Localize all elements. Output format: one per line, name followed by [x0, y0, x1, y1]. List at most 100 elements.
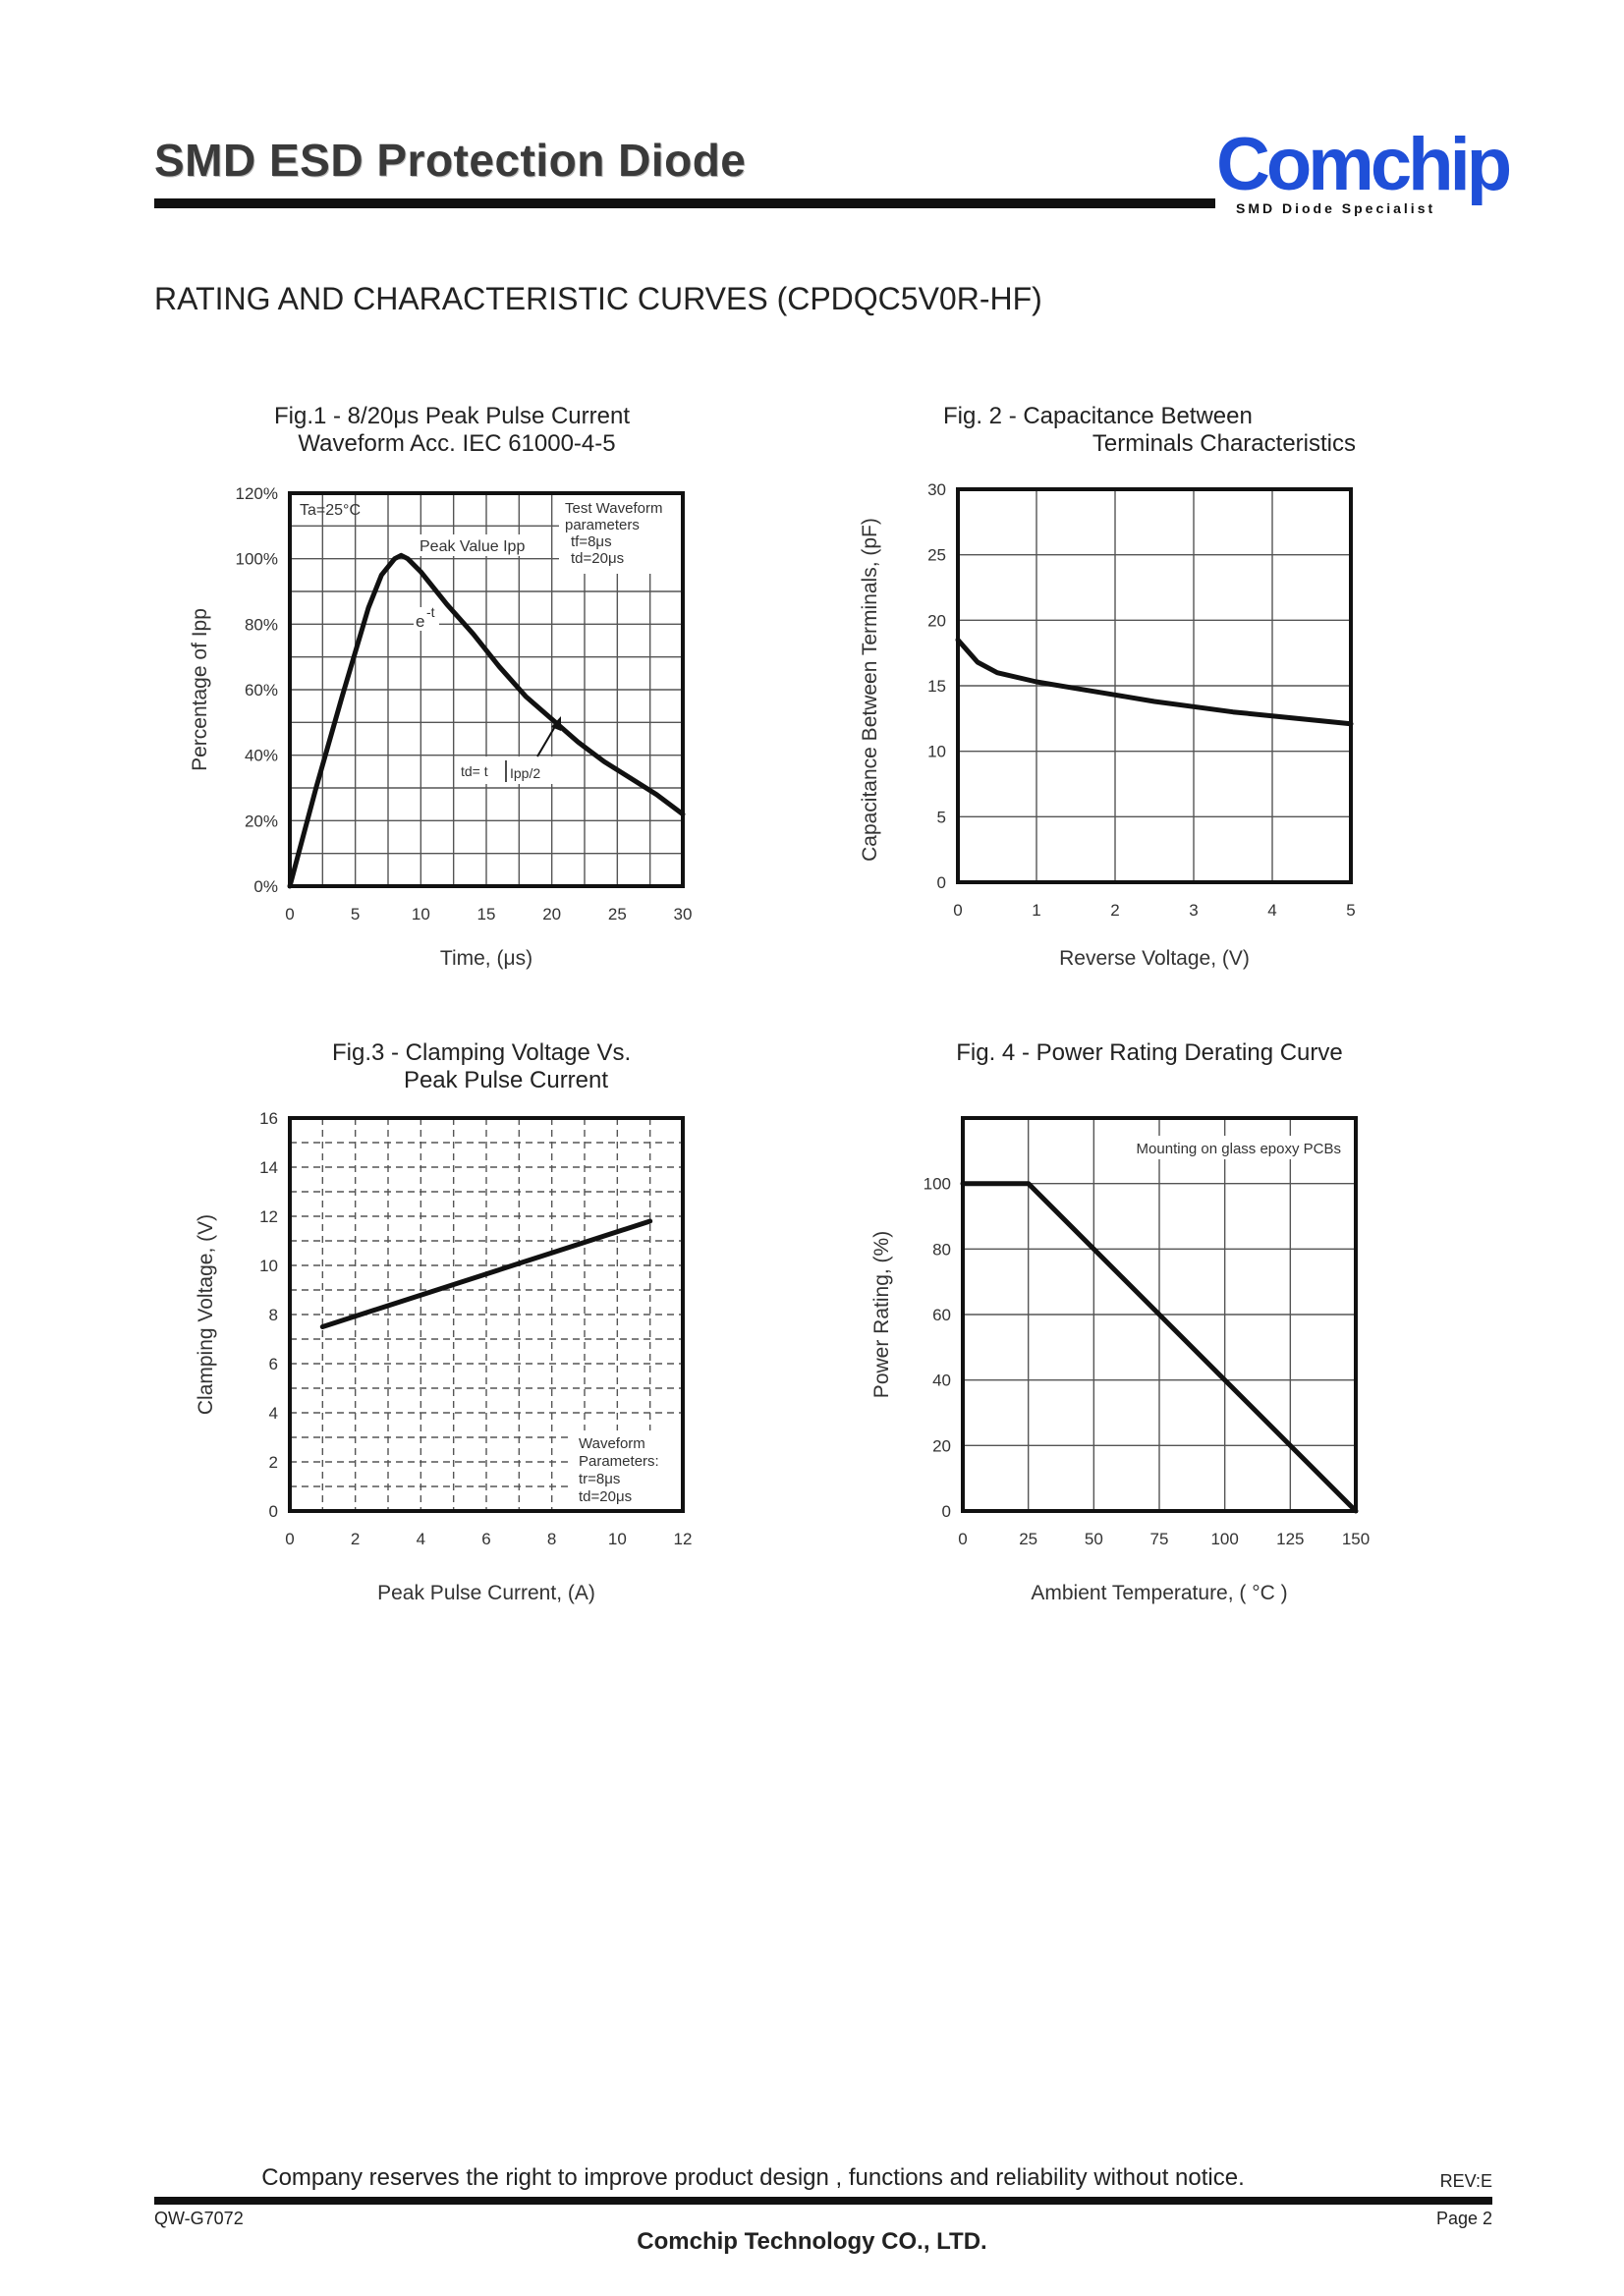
- fig3-series-line: [319, 1218, 653, 1329]
- fig1-title-line2: Waveform Acc. IEC 61000-4-5: [298, 430, 616, 457]
- fig2-y-tick-label: 30: [927, 481, 946, 499]
- fig2-chart: 0 1 2 3 4 5 0 5 10 15 20 25 30 Reverse Voltage, (V) Ca…: [859, 481, 1356, 970]
- fig1-x-tick-label: 20: [542, 905, 561, 924]
- fig3-x-tick-label: 12: [674, 1530, 693, 1548]
- comchip-logo: Comchip SMD Diode Specialist: [1216, 126, 1512, 224]
- footer-rule: [154, 2197, 1492, 2205]
- fig1-title-line1: Fig.1 - 8/20μs Peak Pulse Current: [274, 403, 630, 429]
- fig3-x-tick-label: 0: [285, 1530, 294, 1548]
- fig1-peak-label-bg: [416, 534, 543, 556]
- document-code: QW-G7072: [154, 2209, 244, 2228]
- fig4-title: Fig. 4 - Power Rating Derating Curve: [943, 1039, 1356, 1067]
- fig4-note-bg: [1106, 1136, 1344, 1159]
- fig1-y-tick-label: 60%: [245, 681, 278, 700]
- fig4-y-tick-label: 20: [932, 1436, 951, 1455]
- fig3-title-line2: Peak Pulse Current: [403, 1067, 609, 1093]
- fig1-td-left: td= t: [461, 763, 488, 779]
- fig4-y-tick-label: 40: [932, 1372, 951, 1390]
- fig1-y-tick-label: 20%: [245, 812, 278, 830]
- fig2-y-tick-label: 15: [927, 677, 946, 696]
- fig2-y-tick-label: 0: [937, 873, 946, 892]
- fig3-title-line1: Fig.3 - Clamping Voltage Vs.: [332, 1039, 632, 1066]
- fig1-x-tick-label: 30: [674, 905, 693, 924]
- fig2-x-tick-label: 0: [953, 901, 962, 920]
- fig2-title-line1: Fig. 2 - Capacitance Between: [943, 403, 1253, 429]
- fig4-y-axis-label: Power Rating, (%): [870, 1231, 893, 1398]
- fig1-exp-sup: -t: [426, 604, 435, 620]
- fig3-x-tick-label: 8: [547, 1530, 556, 1548]
- fig1-y-tick-label: 120%: [236, 484, 278, 503]
- footer-note: Company reserves the right to improve pr…: [0, 2164, 1624, 2192]
- fig2-title: Fig. 2 - Capacitance Between Terminals C…: [943, 403, 1356, 458]
- fig1-plot-frame: [288, 491, 685, 888]
- fig2-title-line2: Terminals Characteristics: [1092, 430, 1356, 457]
- fig3-y-tick-label: 10: [259, 1257, 278, 1275]
- fig1-td-arrow-shaft: [536, 722, 558, 757]
- footer-note-text: Company reserves the right to improve pr…: [261, 2164, 1245, 2191]
- fig1-td-bg: [457, 756, 557, 784]
- fig1-x-axis-label: Time, (μs): [440, 947, 532, 970]
- fig4-series-line: [960, 1181, 1359, 1514]
- fig1-td-right: Ipp/2: [510, 765, 540, 781]
- section-heading: RATING AND CHARACTERISTIC CURVES (CPDQC5…: [154, 281, 1042, 316]
- fig4-y-tick-label: 0: [942, 1502, 951, 1521]
- company-name: Comchip Technology CO., LTD.: [637, 2228, 987, 2255]
- page-number: Page 2: [1435, 2209, 1492, 2228]
- fig3-x-tick-label: 6: [481, 1530, 490, 1548]
- fig3-y-tick-label: 12: [259, 1207, 278, 1226]
- fig2-x-tick-label: 3: [1189, 901, 1198, 920]
- fig1-exp-label: e: [416, 612, 424, 631]
- fig1-x-tick-label: 10: [412, 905, 430, 924]
- fig1-test-box-line: Test Waveform: [565, 500, 662, 517]
- fig3-y-tick-label: 2: [269, 1453, 278, 1472]
- document-title: SMD ESD Protection Diode: [154, 135, 747, 186]
- fig2-x-tick-label: 5: [1346, 901, 1355, 920]
- fig1-test-box-line: tf=8μs: [571, 533, 612, 550]
- fig2-x-tick-label: 2: [1110, 901, 1119, 920]
- fig4-y-tick-label: 60: [932, 1306, 951, 1324]
- fig4-x-tick-label: 25: [1019, 1530, 1037, 1548]
- title-rule: [154, 198, 1215, 208]
- fig3-y-tick-label: 6: [269, 1355, 278, 1373]
- fig2-y-tick-label: 20: [927, 611, 946, 630]
- fig3-y-tick-label: 0: [269, 1502, 278, 1521]
- fig4-y-tick-label: 100: [924, 1175, 951, 1194]
- fig3-wave-box-line: Parameters:: [579, 1453, 659, 1470]
- fig3-chart: 0 2 4 6 8 10 12 0 2 4 6 8 10 12 14 16 Peak Pulse Current…: [195, 1109, 693, 1604]
- fig2-x-axis-label: Reverse Voltage, (V): [1059, 947, 1250, 970]
- fig1-td-arrow-head: [551, 716, 561, 731]
- fig1-y-tick-label: 80%: [245, 615, 278, 634]
- fig4-chart: 0 25 50 75 100 125 150 0 20 40 60 80 100 Ambient Temp…: [870, 1116, 1370, 1604]
- fig1-test-box-bg: [559, 495, 681, 574]
- fig3-wave-box-bg: [571, 1430, 681, 1509]
- fig1-y-axis-label: Percentage of Ipp: [189, 608, 211, 771]
- fig3-y-tick-label: 8: [269, 1306, 278, 1324]
- fig1-x-tick-label: 15: [477, 905, 496, 924]
- fig1-exp-bg: [414, 607, 439, 631]
- fig3-wave-box-line: tr=8μs: [579, 1471, 620, 1487]
- fig2-y-tick-label: 5: [937, 808, 946, 826]
- fig4-x-tick-label: 150: [1342, 1530, 1370, 1548]
- fig1-x-tick-label: 25: [608, 905, 627, 924]
- fig1-x-tick-label: 5: [351, 905, 360, 924]
- fig3-x-tick-label: 10: [608, 1530, 627, 1548]
- fig3-x-axis-label: Peak Pulse Current, (A): [377, 1582, 595, 1604]
- fig4-plot-frame: [961, 1116, 1358, 1513]
- logo-tagline: SMD Diode Specialist: [1236, 200, 1436, 216]
- fig4-x-tick-label: 75: [1150, 1530, 1169, 1548]
- fig4-x-axis-label: Ambient Temperature, ( °C ): [1031, 1582, 1287, 1604]
- fig3-y-tick-label: 4: [269, 1404, 278, 1423]
- fig3-x-tick-label: 2: [351, 1530, 360, 1548]
- fig1-y-tick-label: 100%: [236, 550, 278, 569]
- fig3-plot-frame: [288, 1116, 685, 1513]
- fig2-y-axis-label: Capacitance Between Terminals, (pF): [859, 518, 881, 862]
- fig4-y-tick-label: 80: [932, 1240, 951, 1259]
- fig1-y-tick-label: 40%: [245, 747, 278, 765]
- fig3-y-tick-label: 14: [259, 1158, 278, 1177]
- fig3-wave-box-line: td=20μs: [579, 1488, 632, 1505]
- logo-wordmark: Comchip: [1216, 123, 1512, 206]
- fig3-y-tick-label: 16: [259, 1109, 278, 1128]
- fig2-x-tick-label: 4: [1267, 901, 1276, 920]
- fig1-series-line: [287, 552, 686, 889]
- fig4-x-tick-label: 125: [1276, 1530, 1304, 1548]
